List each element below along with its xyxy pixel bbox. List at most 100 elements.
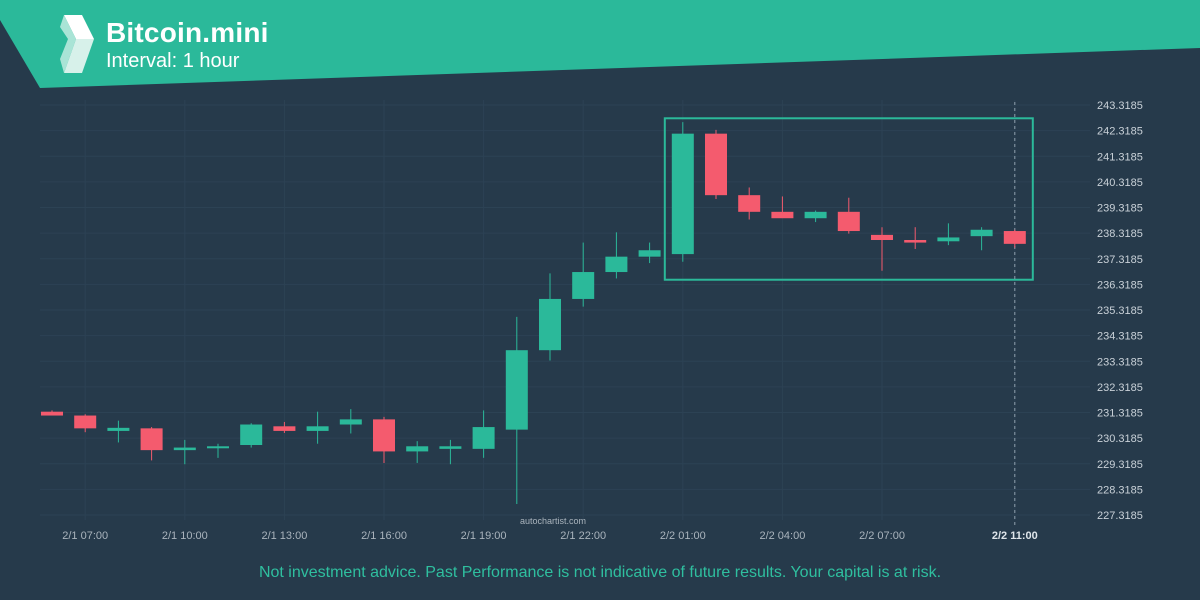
candle [107, 420, 130, 443]
candle [339, 409, 362, 434]
x-tick-label: 2/1 07:00 [62, 530, 108, 542]
candle [837, 197, 860, 234]
candles [41, 122, 1026, 504]
y-tick-label: 233.3185 [1097, 356, 1143, 368]
y-tick-label: 235.3185 [1097, 305, 1143, 317]
x-tick-label: 2/2 07:00 [859, 530, 905, 542]
candle-body [837, 211, 860, 232]
autochartist-logo-icon [60, 15, 94, 73]
y-tick-label: 229.3185 [1097, 459, 1143, 471]
y-tick-label: 241.3185 [1097, 151, 1143, 163]
candle-body [1003, 231, 1026, 244]
candle [472, 410, 495, 458]
y-tick-label: 239.3185 [1097, 203, 1143, 215]
candle [804, 210, 827, 223]
candle [74, 414, 97, 433]
candlestick-chart: 243.3185 242.3185 241.3185 240.3185 239.3185… [40, 100, 1143, 542]
candle-body [41, 411, 63, 416]
candle-body [173, 447, 196, 451]
candle-body [937, 237, 960, 242]
candle [505, 316, 528, 504]
candle [439, 439, 462, 465]
candle [173, 439, 196, 465]
x-tick-label: 2/1 13:00 [261, 530, 307, 542]
y-tick-label: 231.3185 [1097, 408, 1143, 420]
candle [1003, 229, 1026, 248]
x-tick-label: 2/2 04:00 [759, 530, 805, 542]
y-tick-label: 237.3185 [1097, 254, 1143, 266]
y-tick-label: 242.3185 [1097, 126, 1143, 138]
candle [638, 242, 661, 264]
y-tick-label: 228.3185 [1097, 484, 1143, 496]
instrument-title: Bitcoin.mini [106, 17, 269, 48]
candle-body [605, 256, 628, 273]
candle-body [472, 427, 495, 449]
candle [406, 441, 429, 463]
candle [605, 232, 628, 279]
header-banner [0, 0, 1200, 88]
x-tick-label: 2/1 10:00 [162, 530, 208, 542]
candle-body [871, 234, 893, 241]
y-tick-label: 243.3185 [1097, 100, 1143, 112]
candle [572, 242, 595, 307]
candle [871, 227, 893, 271]
candle [705, 129, 727, 200]
candle-body [804, 211, 827, 219]
candle-body [240, 424, 263, 446]
candle-body [439, 446, 462, 449]
candle [306, 411, 329, 444]
banner-shape [0, 0, 1200, 88]
candle-body [505, 350, 528, 430]
grid-lines [40, 100, 1090, 520]
candle [771, 196, 794, 219]
candle-body [406, 446, 429, 452]
candle-body [207, 446, 229, 449]
candle-body [771, 211, 794, 219]
watermark: autochartist.com [520, 516, 586, 526]
y-tick-label: 238.3185 [1097, 228, 1143, 240]
y-tick-label: 236.3185 [1097, 279, 1143, 291]
candle-body [572, 272, 595, 299]
x-tick-label: 2/1 16:00 [361, 530, 407, 542]
y-tick-label: 230.3185 [1097, 433, 1143, 445]
y-tick-label: 240.3185 [1097, 177, 1143, 189]
candle [738, 187, 761, 220]
candle [373, 416, 395, 463]
candle-body [671, 133, 694, 255]
candle-body [970, 229, 993, 237]
candle-body [705, 133, 727, 196]
candle-body [140, 428, 163, 451]
candle-body [904, 240, 927, 243]
candle-body [273, 426, 296, 431]
candle [207, 443, 229, 458]
x-tick-label: 2/1 19:00 [461, 530, 507, 542]
candle-body [74, 415, 97, 429]
interval-label: Interval: 1 hour [106, 50, 240, 72]
candle-body [339, 419, 362, 425]
candle-body [738, 195, 761, 212]
candle [539, 273, 561, 361]
candle [671, 122, 694, 262]
x-tick-label: 2/1 22:00 [560, 530, 606, 542]
x-axis-labels: 2/1 07:00 2/1 10:00 2/1 13:00 2/1 16:00 2/1 … [62, 530, 1037, 542]
y-tick-label: 232.3185 [1097, 382, 1143, 394]
candle [970, 227, 993, 251]
candle [904, 227, 927, 249]
y-tick-label: 234.3185 [1097, 331, 1143, 343]
y-tick-label: 227.3185 [1097, 510, 1143, 522]
risk-disclaimer: Not investment advice. Past Performance … [258, 564, 942, 581]
candle [273, 421, 296, 433]
y-axis-labels: 243.3185 242.3185 241.3185 240.3185 239.3185… [1097, 100, 1143, 522]
candle [240, 423, 263, 448]
x-tick-label: 2/2 11:00 [992, 530, 1038, 542]
candle [140, 427, 163, 461]
candle-body [539, 298, 561, 351]
candle-body [107, 427, 130, 431]
pattern-highlight-box [663, 117, 1034, 281]
candle-body [373, 419, 395, 452]
candle [937, 223, 960, 246]
candle-body [638, 250, 661, 257]
candle [41, 410, 63, 416]
candle-body [306, 426, 329, 431]
x-tick-label: 2/2 01:00 [660, 530, 706, 542]
